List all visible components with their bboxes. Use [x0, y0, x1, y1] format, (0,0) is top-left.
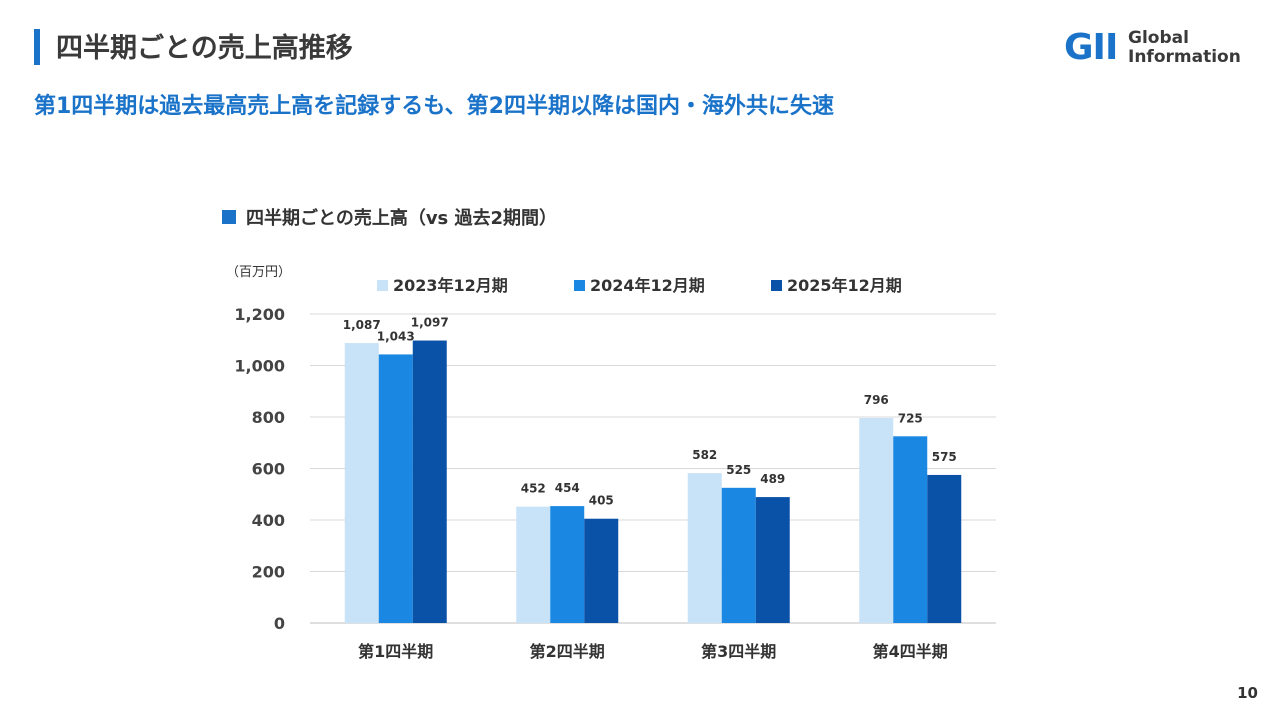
x-category-label: 第1四半期 — [358, 642, 433, 661]
legend-swatch — [377, 280, 388, 291]
legend-label: 2024年12月期 — [590, 276, 705, 295]
logo-line-2: Information — [1128, 47, 1241, 67]
legend-swatch — [574, 280, 585, 291]
bar — [412, 340, 447, 623]
data-label: 525 — [726, 463, 751, 477]
chart-heading-text: 四半期ごとの売上高（vs 過去2期間） — [246, 208, 558, 229]
chart-heading: 四半期ごとの売上高（vs 過去2期間） — [222, 204, 557, 230]
x-category-label: 第4四半期 — [873, 642, 948, 661]
company-logo: GII Global Information — [1064, 26, 1244, 70]
bar — [721, 487, 756, 623]
x-category-label: 第2四半期 — [530, 642, 605, 661]
data-label: 796 — [864, 393, 889, 407]
bar — [550, 506, 585, 623]
page-subtitle: 第1四半期は過去最高売上高を記録するも、第2四半期以降は国内・海外共に失速 — [34, 94, 834, 119]
bar — [516, 506, 551, 623]
bar — [687, 473, 722, 623]
page-number: 10 — [1237, 684, 1258, 702]
legend-label: 2023年12月期 — [393, 276, 508, 295]
page-title: 四半期ごとの売上高推移 — [56, 33, 353, 64]
title-accent-bar — [34, 29, 40, 65]
logo-wordmark: Global Information — [1128, 29, 1241, 67]
data-label: 582 — [692, 448, 717, 462]
data-label: 725 — [898, 411, 923, 425]
y-tick-label: 400 — [252, 511, 285, 530]
data-label: 405 — [589, 494, 614, 508]
legend-swatch — [771, 280, 782, 291]
data-label: 1,043 — [377, 329, 415, 343]
bar — [927, 474, 962, 623]
x-category-label: 第3四半期 — [701, 642, 776, 661]
bar — [378, 354, 413, 623]
logo-line-1: Global — [1128, 28, 1189, 48]
data-label: 454 — [555, 481, 580, 495]
y-tick-label: 1,200 — [234, 305, 285, 324]
y-tick-label: 1,000 — [234, 357, 285, 376]
data-label: 1,097 — [411, 316, 449, 330]
y-tick-label: 200 — [252, 563, 285, 582]
bar — [859, 418, 894, 623]
data-label: 575 — [932, 450, 957, 464]
data-label: 452 — [521, 482, 546, 496]
chart-heading-square-icon — [222, 210, 236, 224]
y-tick-label: 800 — [252, 408, 285, 427]
legend-label: 2025年12月期 — [787, 276, 902, 295]
bar — [584, 518, 619, 623]
data-label: 1,087 — [343, 318, 381, 332]
y-tick-label: 0 — [274, 614, 285, 633]
bar — [755, 497, 790, 623]
logo-mark: GII — [1064, 27, 1118, 68]
y-axis-unit-label: （百万円） — [226, 265, 292, 280]
bar — [344, 343, 379, 623]
data-label: 489 — [760, 472, 785, 486]
y-tick-label: 600 — [252, 460, 285, 479]
bar — [893, 436, 928, 623]
